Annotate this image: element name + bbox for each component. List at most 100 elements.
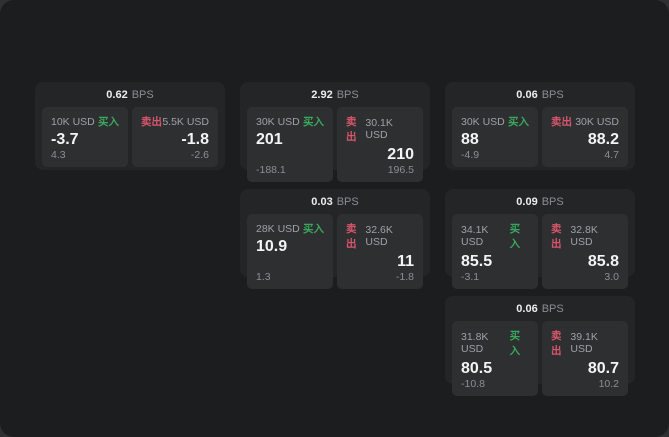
sell-panel-top-row: 卖出 5.5K USD — [141, 114, 209, 129]
buy-price: -3.7 — [51, 131, 79, 148]
buy-label: 买入 — [509, 330, 521, 357]
sell-amount: 39.1K USD — [570, 331, 598, 355]
sell-label: 卖出 — [141, 116, 162, 128]
sell-delta: 10.2 — [598, 378, 619, 391]
sell-panel-top-row: 卖出 30.1K USD — [346, 114, 414, 144]
spread-unit: BPS — [131, 89, 154, 101]
buy-label: 买入 — [303, 223, 324, 235]
buy-delta: -4.9 — [461, 149, 480, 162]
quote-grid: 0.62 BPS 10K USD 买入 -3.7 4.3 卖出 5.5K USD — [35, 82, 635, 397]
buy-amount: 34.1K USD — [461, 224, 489, 248]
buy-label: 买入 — [303, 116, 324, 128]
buy-price: 201 — [256, 131, 283, 148]
quote-card: 0.06 BPS 30K USD 买入 88 -4.9 卖出 30K USD — [445, 82, 635, 170]
buy-price: 88 — [461, 131, 479, 148]
sell-amount: 32.8K USD — [570, 224, 598, 248]
buy-panel-top-row: 28K USD 买入 — [256, 221, 324, 236]
price-panels: 34.1K USD 买入 85.5 -3.1 卖出 32.8K USD 85.8… — [452, 214, 628, 290]
buy-label: 买入 — [508, 116, 529, 128]
price-panels: 30K USD 买入 88 -4.9 卖出 30K USD 88.2 4.7 — [452, 107, 628, 168]
buy-delta: 4.3 — [51, 149, 66, 162]
sell-delta: -2.6 — [190, 149, 209, 162]
buy-price: 80.5 — [461, 360, 493, 377]
buy-panel-top-row: 31.8K USD 买入 — [461, 328, 529, 358]
spread-unit: BPS — [541, 196, 564, 208]
buy-panel[interactable]: 34.1K USD 买入 85.5 -3.1 — [452, 214, 538, 290]
sell-panel-top-row: 卖出 39.1K USD — [551, 328, 619, 358]
spread-unit: BPS — [541, 303, 564, 315]
quote-card: 0.06 BPS 31.8K USD 买入 80.5 -10.8 卖出 39.1… — [445, 296, 635, 397]
buy-amount: 31.8K USD — [461, 331, 489, 355]
sell-panel-top-row: 卖出 32.8K USD — [551, 221, 619, 251]
quote-card: 0.09 BPS 34.1K USD 买入 85.5 -3.1 卖出 32.8K… — [445, 189, 635, 290]
spread-header: 0.06 BPS — [452, 301, 628, 317]
spread-value: 0.06 — [516, 303, 538, 315]
sell-price: 88.2 — [587, 131, 619, 148]
sell-panel[interactable]: 卖出 39.1K USD 80.7 10.2 — [542, 321, 628, 397]
buy-panel[interactable]: 30K USD 买入 88 -4.9 — [452, 107, 538, 168]
buy-panel-top-row: 30K USD 买入 — [461, 114, 529, 129]
sell-label: 卖出 — [346, 223, 357, 250]
buy-panel[interactable]: 10K USD 买入 -3.7 4.3 — [42, 107, 128, 168]
spread-unit: BPS — [541, 89, 564, 101]
price-panels: 31.8K USD 买入 80.5 -10.8 卖出 39.1K USD 80.… — [452, 321, 628, 397]
sell-panel[interactable]: 卖出 30.1K USD 210 196.5 — [337, 107, 423, 183]
price-panels: 30K USD 买入 201 -188.1 卖出 30.1K USD 210 1… — [247, 107, 423, 183]
buy-delta: -3.1 — [461, 271, 480, 284]
sell-amount: 30.1K USD — [365, 117, 393, 141]
sell-price: -1.8 — [181, 131, 209, 148]
spread-header: 2.92 BPS — [247, 87, 423, 103]
sell-label: 卖出 — [551, 330, 562, 357]
sell-panel[interactable]: 卖出 32.6K USD 11 -1.8 — [337, 214, 423, 290]
sell-delta: -1.8 — [395, 271, 414, 284]
sell-delta: 196.5 — [387, 164, 414, 177]
buy-amount: 10K USD — [51, 115, 95, 128]
price-panels: 28K USD 买入 10.9 1.3 卖出 32.6K USD 11 -1.8 — [247, 214, 423, 290]
quote-card: 0.62 BPS 10K USD 买入 -3.7 4.3 卖出 5.5K USD — [35, 82, 225, 170]
buy-amount: 30K USD — [256, 115, 300, 128]
spread-value: 2.92 — [311, 89, 333, 101]
sell-panel[interactable]: 卖出 5.5K USD -1.8 -2.6 — [132, 107, 218, 168]
buy-amount: 28K USD — [256, 222, 300, 235]
sell-amount: 5.5K USD — [162, 115, 209, 128]
buy-delta: -10.8 — [461, 378, 485, 391]
buy-delta: -188.1 — [256, 164, 286, 177]
sell-price: 11 — [397, 253, 414, 270]
sell-delta: 3.0 — [604, 271, 619, 284]
quote-card: 0.03 BPS 28K USD 买入 10.9 1.3 卖出 32.6K US… — [240, 189, 430, 290]
spread-unit: BPS — [336, 196, 359, 208]
spread-value: 0.09 — [516, 196, 538, 208]
spread-unit: BPS — [336, 89, 359, 101]
buy-label: 买入 — [98, 116, 119, 128]
spread-header: 0.09 BPS — [452, 194, 628, 210]
quote-card: 2.92 BPS 30K USD 买入 201 -188.1 卖出 30.1K … — [240, 82, 430, 183]
buy-label: 买入 — [509, 223, 521, 250]
sell-label: 卖出 — [551, 223, 562, 250]
buy-price: 85.5 — [461, 253, 493, 270]
buy-delta: 1.3 — [256, 271, 271, 284]
sell-delta: 4.7 — [604, 149, 619, 162]
sell-price: 210 — [387, 146, 414, 163]
spread-value: 0.03 — [311, 196, 333, 208]
sell-price: 85.8 — [587, 253, 619, 270]
price-panels: 10K USD 买入 -3.7 4.3 卖出 5.5K USD -1.8 -2.… — [42, 107, 218, 168]
sell-label: 卖出 — [346, 116, 357, 143]
buy-price: 10.9 — [256, 238, 288, 255]
spread-header: 0.03 BPS — [247, 194, 423, 210]
spread-value: 0.62 — [106, 89, 128, 101]
sell-price: 80.7 — [587, 360, 619, 377]
sell-amount: 30K USD — [575, 115, 619, 128]
spread-header: 0.06 BPS — [452, 87, 628, 103]
buy-panel-top-row: 10K USD 买入 — [51, 114, 119, 129]
buy-amount: 30K USD — [461, 115, 505, 128]
buy-panel[interactable]: 30K USD 买入 201 -188.1 — [247, 107, 333, 183]
buy-panel[interactable]: 31.8K USD 买入 80.5 -10.8 — [452, 321, 538, 397]
buy-panel-top-row: 34.1K USD 买入 — [461, 221, 529, 251]
sell-amount: 32.6K USD — [365, 224, 393, 248]
sell-panel[interactable]: 卖出 32.8K USD 85.8 3.0 — [542, 214, 628, 290]
sell-label: 卖出 — [551, 116, 572, 128]
buy-panel[interactable]: 28K USD 买入 10.9 1.3 — [247, 214, 333, 290]
sell-panel-top-row: 卖出 32.6K USD — [346, 221, 414, 251]
sell-panel[interactable]: 卖出 30K USD 88.2 4.7 — [542, 107, 628, 168]
